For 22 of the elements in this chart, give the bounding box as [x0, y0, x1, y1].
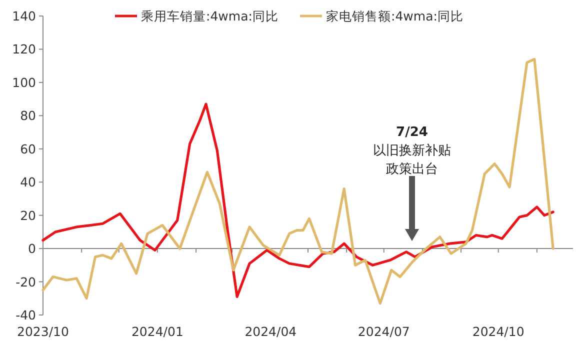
y-tick-label: 100 [12, 74, 36, 90]
y-tick-label: 80 [20, 108, 36, 124]
y-tick-label: 120 [12, 42, 36, 57]
legend-label: 乘用车销量:4wma:同比 [141, 8, 278, 24]
y-tick-label: 20 [20, 208, 36, 223]
annotation: 7/24 [396, 125, 428, 140]
legend-label: 家电销售额:4wma:同比 [326, 8, 464, 24]
x-tick-label: 2024/07 [358, 324, 410, 339]
y-tick-label: 0 [28, 241, 36, 256]
y-tick-label: 60 [20, 141, 36, 156]
line-series [42, 58, 554, 305]
annotation: 政策出台 [386, 162, 438, 177]
y-tick-label: 40 [20, 174, 36, 190]
y-tick-label: -20 [16, 274, 36, 290]
x-tick-label: 2024/01 [131, 324, 184, 339]
line-series [42, 102, 554, 298]
x-tick-label: 2024/04 [244, 324, 297, 339]
x-tick-label: 2023/10 [17, 324, 70, 339]
y-tick-label: 140 [12, 8, 36, 24]
y-tick-label: -40 [16, 308, 36, 322]
annotation: 以旧换新补贴 [373, 144, 451, 158]
x-tick-label: 2024/10 [472, 324, 524, 339]
